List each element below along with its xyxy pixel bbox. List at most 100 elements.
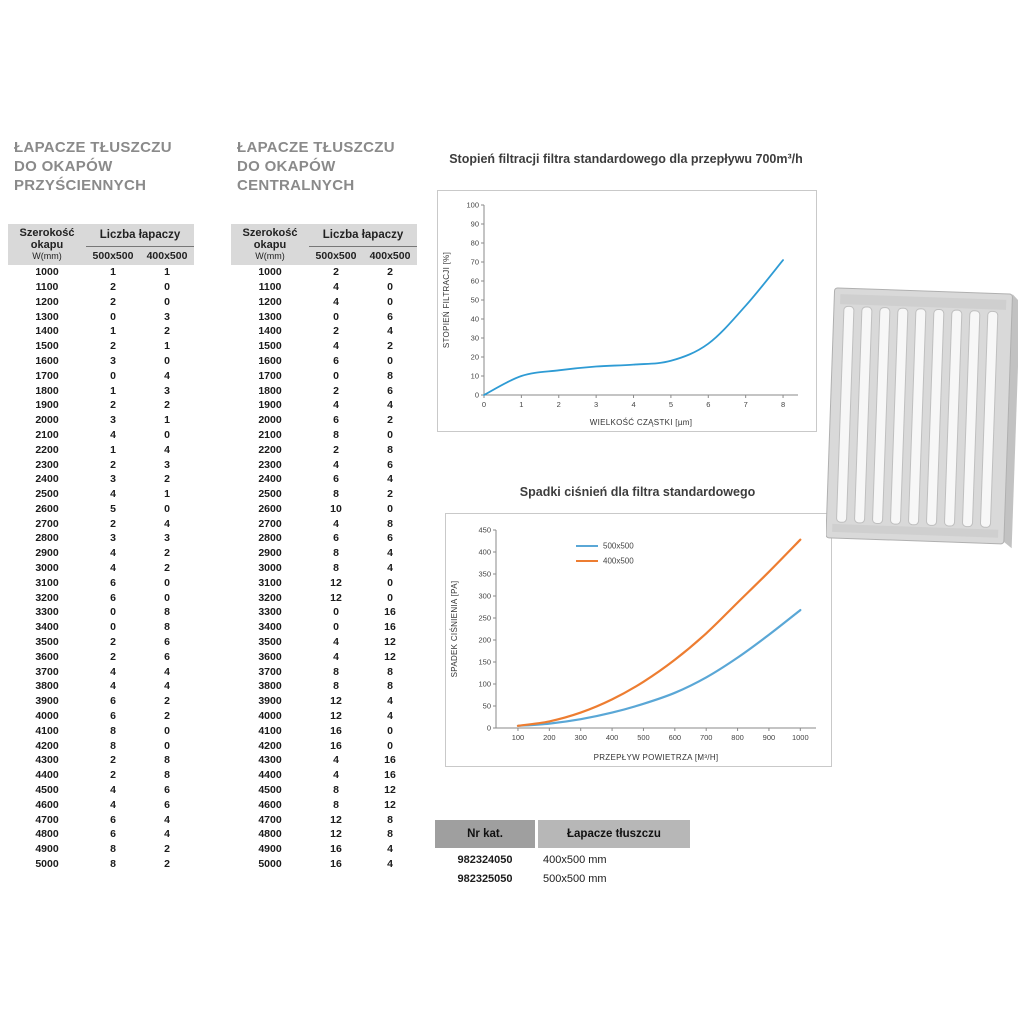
table-cell: 4: [333, 458, 339, 471]
filter-slat: [944, 309, 963, 527]
wall-title-line1: ŁAPACZE TŁUSZCZU: [14, 139, 172, 156]
table-cell: 6: [110, 576, 116, 589]
table-cell: 5000: [35, 858, 59, 871]
table-row: 4600 4 6: [8, 798, 194, 813]
table-row: 3500 4 12: [231, 635, 417, 650]
table-cell: 2500: [258, 488, 282, 501]
table-cell: 2: [110, 754, 116, 767]
table-cell: 6: [333, 532, 339, 545]
y-tick-label: 0: [487, 724, 491, 733]
table-cell: 5: [110, 502, 116, 515]
catalog-table: Nr kat. Łapacze tłuszczu 982324050 400x50…: [435, 820, 690, 888]
table-cell: 1700: [35, 369, 59, 382]
table-cell: 0: [333, 369, 339, 382]
table-cell: 0: [110, 606, 116, 619]
table-cell: 4800: [258, 828, 282, 841]
table-cell: 4900: [258, 843, 282, 856]
table-cell: 982324050: [457, 853, 513, 866]
y-tick-label: 70: [471, 258, 479, 267]
table-cell: 0: [110, 621, 116, 634]
catalog-header-nr-kat: Nr kat.: [435, 820, 535, 850]
x-tick-label: 900: [763, 733, 776, 742]
table-cell: 0: [333, 621, 339, 634]
table-cell: 4: [164, 369, 170, 382]
table-cell: 2600: [35, 502, 59, 515]
wall-table-body: 1000 1 1 1100 2 0 1200 2 0 1300 0 3 1400 1 2 1500 2 1 1600…: [8, 265, 194, 872]
header-text: okapu: [253, 239, 287, 251]
table-cell: 8: [164, 621, 170, 634]
table-row: 1300 0 6: [231, 309, 417, 324]
filter-slat: [926, 308, 945, 526]
y-tick-label: 100: [478, 680, 491, 689]
table-cell: 8: [333, 488, 339, 501]
table-row: 2900 8 4: [231, 546, 417, 561]
table-row: 4600 8 12: [231, 798, 417, 813]
x-tick-label: 1000: [792, 733, 809, 742]
catalog-table-body: 982324050 400x500 mm 982325050 500x500 mm: [435, 850, 690, 888]
table-cell: 8: [333, 680, 339, 693]
series-line-stopień filtracji: [483, 259, 784, 396]
table-cell: 4: [110, 562, 116, 575]
table-row: 2600 10 0: [231, 502, 417, 517]
table-cell: 2200: [258, 443, 282, 456]
table-cell: 8: [387, 665, 393, 678]
table-row: 1500 2 1: [8, 339, 194, 354]
pressure-chart-box: 0 50 100 150 200 250 300 350 400 450 100 200 300 400 5…: [445, 513, 832, 767]
table-cell: 6: [387, 532, 393, 545]
central-table-title: ŁAPACZE TŁUSZCZU DO OKAPÓW CENTRALNYCH: [237, 138, 395, 195]
table-cell: 0: [164, 576, 170, 589]
table-cell: 8: [387, 443, 393, 456]
table-row: 1700 0 4: [8, 369, 194, 384]
header-text: Szerokość: [19, 227, 75, 239]
table-cell: 2800: [258, 532, 282, 545]
table-cell: 4: [387, 843, 393, 856]
table-row: 1900 4 4: [231, 398, 417, 413]
y-tick-label: 250: [478, 614, 491, 623]
table-row: 2500 4 1: [8, 487, 194, 502]
catalog-header-lapacze: Łapacze tłuszczu: [535, 820, 690, 850]
filter-slat: [872, 307, 891, 525]
table-cell: 8: [333, 562, 339, 575]
table-cell: 8: [387, 517, 393, 530]
table-cell: 1: [164, 266, 170, 279]
table-row: 1600 6 0: [231, 354, 417, 369]
table-cell: 16: [384, 754, 396, 767]
table-cell: 2: [387, 488, 393, 501]
table-cell: 8: [333, 428, 339, 441]
x-tick-label: 5: [669, 400, 673, 409]
table-row: 3000 8 4: [231, 561, 417, 576]
table-cell: 3500: [35, 636, 59, 649]
y-tick-label: 300: [478, 592, 491, 601]
table-cell: 4: [164, 813, 170, 826]
filter-slat: [854, 306, 873, 524]
table-cell: 3900: [35, 695, 59, 708]
table-row: 2200 1 4: [8, 443, 194, 458]
table-cell: 4: [110, 784, 116, 797]
table-cell: 2: [164, 695, 170, 708]
table-cell: 4200: [35, 739, 59, 752]
x-tick-label: 6: [706, 400, 710, 409]
filter-slat: [980, 310, 999, 528]
table-cell: 2200: [35, 443, 59, 456]
x-tick-label: 200: [543, 733, 556, 742]
table-cell: 0: [164, 428, 170, 441]
table-row: 4300 2 8: [8, 753, 194, 768]
x-tick-label: 3: [594, 400, 598, 409]
table-row: 4900 8 2: [8, 842, 194, 857]
table-cell: 8: [387, 680, 393, 693]
table-cell: 6: [110, 813, 116, 826]
table-cell: 3800: [258, 680, 282, 693]
table-cell: 4: [387, 325, 393, 338]
y-tick-label: 10: [471, 372, 479, 381]
table-row: 2300 4 6: [231, 457, 417, 472]
table-cell: 1700: [258, 369, 282, 382]
central-title-line1: ŁAPACZE TŁUSZCZU: [237, 139, 395, 156]
table-cell: 1: [164, 488, 170, 501]
table-row: 1800 1 3: [8, 383, 194, 398]
y-axis-label: SPADEK CIŚNIENIA [PA]: [450, 581, 459, 678]
table-cell: 982325050: [457, 872, 513, 885]
table-cell: 0: [387, 354, 393, 367]
legend-label-500x500: 500x500: [603, 542, 634, 551]
table-cell: 1500: [35, 340, 59, 353]
table-cell: 2500: [35, 488, 59, 501]
